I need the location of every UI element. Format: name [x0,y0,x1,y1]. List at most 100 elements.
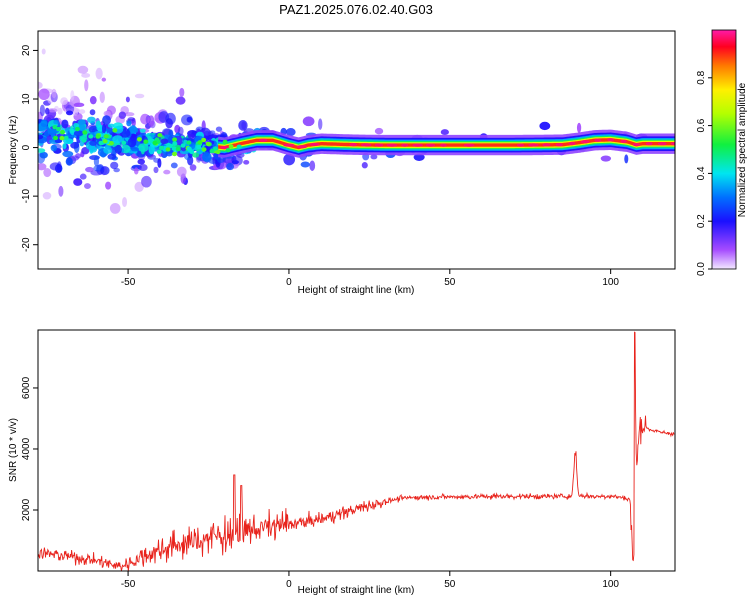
spectral-peak [568,141,576,146]
snr-y-tick-label: 2000 [21,498,32,521]
spectral-blob [99,91,105,104]
spectral-blob [361,162,368,169]
spectral-ridge-band [218,138,675,150]
spectral-blob [175,96,186,105]
spectrogram-x-ticks: -50 0 50 100 [121,269,619,288]
spectral-blob [243,159,250,165]
spectral-peak [236,144,242,149]
spectral-peak [374,143,384,147]
spectral-peak [98,140,104,146]
spectrogram-x-tick-label: 50 [444,277,456,288]
spectral-peak [258,138,268,142]
spectrogram-y-tick-label: -20 [21,237,32,252]
colorbar-tick-label: 0.6 [696,118,707,132]
spectral-blob [134,93,145,99]
spectral-peak [175,146,181,152]
spectral-peak [201,137,207,143]
spectral-peak [158,145,164,151]
spectral-blob [176,166,187,178]
spectral-blob [40,119,48,127]
spectral-blob [129,125,137,134]
spectral-blob [107,123,115,128]
spectral-blob [238,120,248,131]
spectral-blob [81,147,90,155]
spectrogram-x-axis-label: Height of straight line (km) [298,285,415,296]
spectral-blob [70,141,80,149]
spectral-peak [580,140,590,144]
spectrogram-y-tick-label: 20 [21,44,32,56]
spectral-blob [39,104,46,117]
spectral-blob [137,158,145,165]
snr-x-tick-label: 100 [602,579,619,590]
spectral-blob [139,128,146,133]
spectral-blob [163,169,171,175]
spectral-blob [87,116,96,124]
spectral-blob [53,119,59,125]
spectral-blob [124,112,135,117]
spectral-peak [439,143,447,147]
spectral-blob [624,154,629,164]
spectral-peak [201,147,207,152]
spectral-blob [153,166,159,174]
spectral-blob [84,79,89,92]
spectral-blob [38,81,43,89]
colorbar-ticks: 0.0 0.2 0.4 0.6 0.8 [696,70,712,276]
spectral-peak [670,142,675,146]
spectral-blob [77,119,86,126]
spectral-blob [56,161,62,173]
colorbar-tick-label: 0.2 [696,214,707,228]
spectral-blob [65,110,74,116]
spectral-blob [112,135,124,144]
spectral-peak [172,151,178,157]
spectral-peak [228,144,234,149]
spectral-peak [607,138,615,142]
spectral-blob [110,161,119,170]
snr-frame [37,329,676,572]
spectral-peak [516,143,525,147]
spectral-blob [285,128,296,136]
spectral-blob [118,111,127,119]
spectral-peak [108,141,114,146]
spectral-blob [95,67,103,80]
colorbar-label: Normalized spectral amplitude [737,82,748,217]
spectral-blob [130,147,140,152]
spectral-blob [157,158,162,168]
spectral-peak [81,138,87,143]
spectral-peak [309,142,320,147]
snr-x-axis-label: Height of straight line (km) [298,585,415,596]
spectral-blob [77,65,89,74]
colorbar-tick-label: 0.4 [696,166,707,180]
snr-y-axis-label: SNR (10 * v/v) [8,418,19,482]
spectral-peak [172,137,178,142]
spectral-blob [600,155,612,162]
spectrogram-heatmap [38,48,675,214]
snr-series-line [38,331,675,571]
spectral-blob [44,107,50,115]
spectral-peak [349,143,358,147]
spectrogram-x-tick-label: -50 [121,277,136,288]
spectral-peak [136,137,142,142]
spectral-peak [386,143,398,147]
spectral-blob [101,123,107,134]
spectral-blob [57,107,63,115]
spectral-blob [318,118,323,130]
spectral-blob [81,72,91,78]
spectral-peak [55,126,61,132]
spectral-blob [42,192,52,200]
spectral-peak [528,143,539,147]
spectral-peak [220,145,230,150]
spectral-blob [125,96,130,103]
spectrogram-x-tick-label: 100 [602,277,619,288]
spectral-blob [89,109,96,116]
snr-x-tick-label: 0 [286,579,292,590]
spectral-blob [100,166,110,176]
spectral-blob [127,137,137,148]
spectral-blob [50,144,58,152]
spectral-blob [51,88,57,99]
spectral-blob [38,163,47,171]
snr-x-tick-label: -50 [121,579,136,590]
spectral-blob [113,146,121,151]
spectrogram-y-axis-label: Frequency (Hz) [8,116,19,185]
spectral-blob [73,122,80,128]
spectral-blob [137,143,149,152]
